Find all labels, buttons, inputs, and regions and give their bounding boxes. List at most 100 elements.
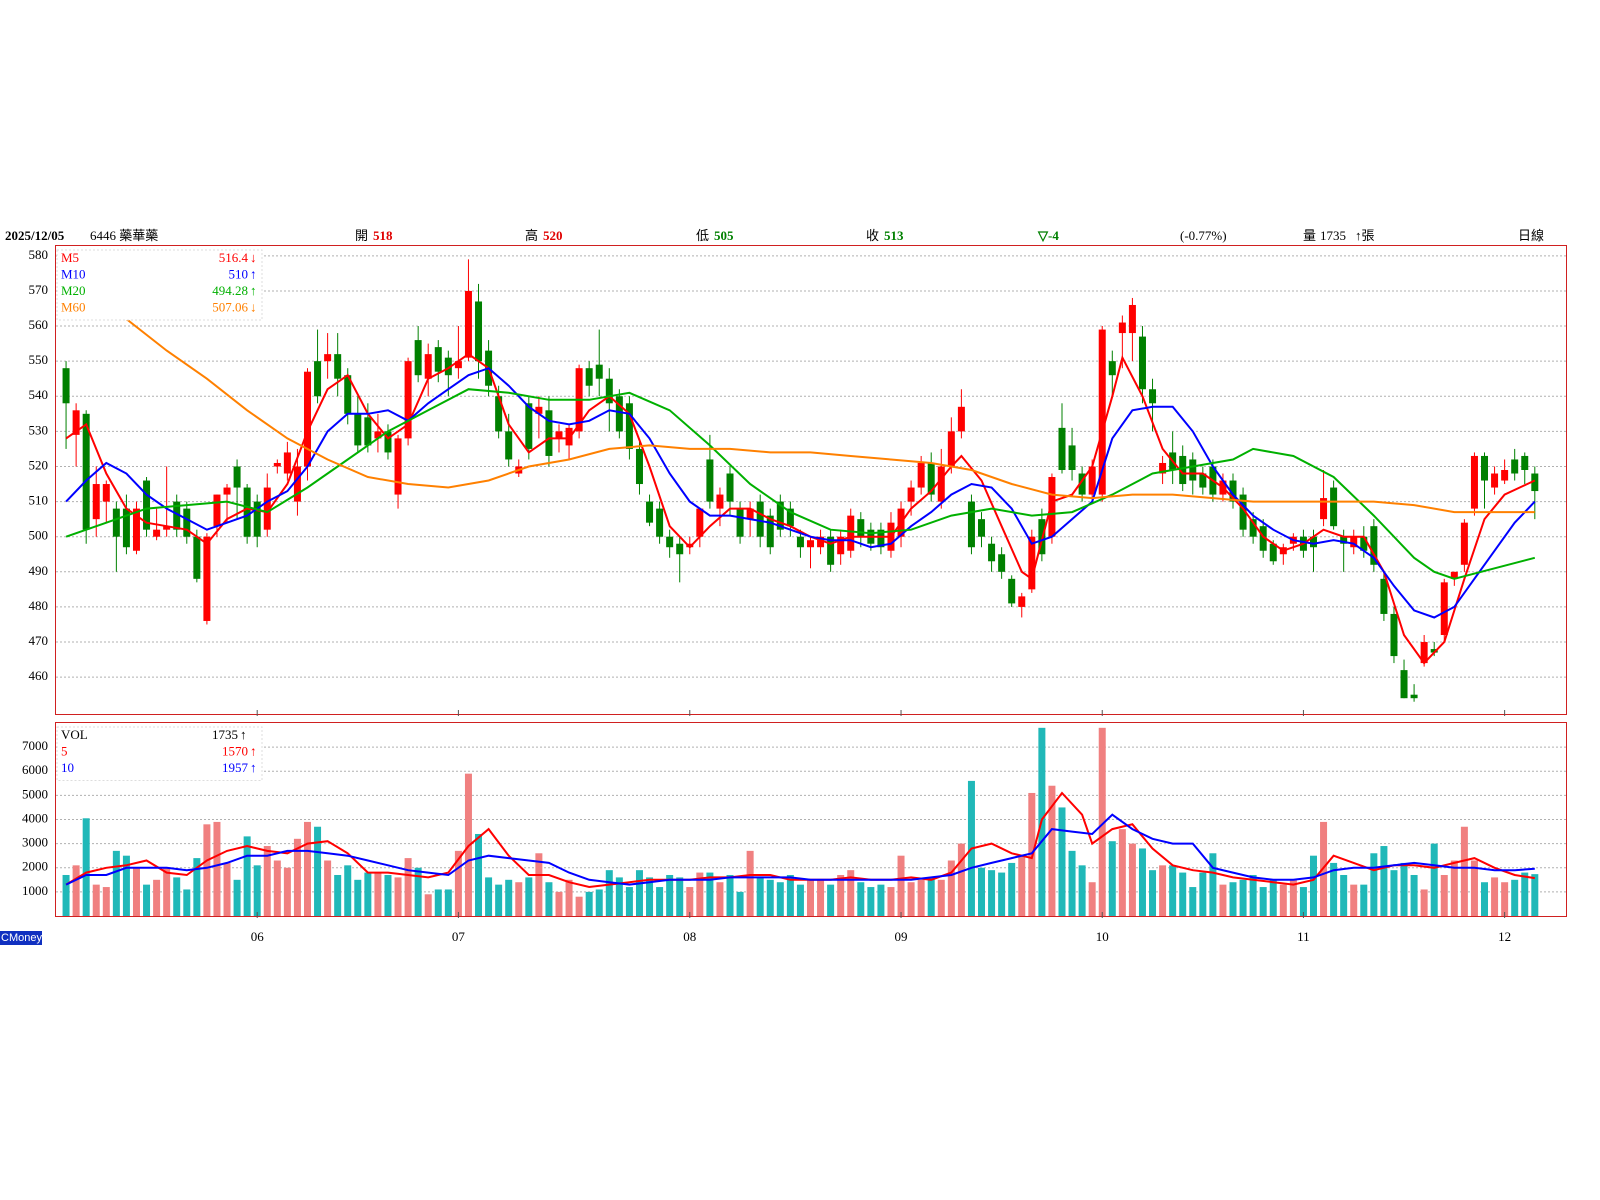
volume-bar [1440,874,1448,916]
legend-value: 1957 [222,760,249,775]
y-tick-label: 3000 [22,835,48,850]
candle-body [646,501,654,523]
legend-trend: ↓ [250,299,257,314]
candle-body [173,501,181,530]
candle-body [947,431,955,467]
volume-bar [786,874,794,916]
candle-body [132,508,140,551]
price-panel [55,245,1567,715]
volume-bar [293,838,301,916]
change-pct: (-0.77%) [1180,228,1227,243]
volume-bar [515,882,523,916]
candle-body [444,357,452,376]
volume-bar [434,889,442,916]
legend-value: 1570 [222,743,248,758]
candle-body [625,403,633,449]
candle-body [635,448,643,485]
candle-body [404,361,412,439]
y-tick-label: 7000 [22,738,48,753]
candle-body [827,536,835,565]
volume-bar [394,877,402,916]
volume-bar [736,891,744,916]
volume-bar [1048,785,1056,916]
volume-unit: ↑張 [1355,228,1375,243]
x-tick-label: 08 [683,929,696,944]
volume-bar [1390,870,1398,916]
candle-body [676,543,684,555]
volume-bar [263,846,271,916]
candle-body [1460,522,1468,565]
volume-bar [72,865,80,916]
candle-body [394,438,402,495]
candle-body [1098,329,1106,495]
candle-body [806,540,814,548]
candle-body [62,368,70,404]
candle-body [92,484,100,520]
candle-body [1008,578,1016,604]
volume-bar [585,891,593,916]
volume-bar [605,870,613,916]
candle-body [454,361,462,369]
y-tick-label: 510 [29,493,49,508]
candle-body [283,452,291,474]
y-tick-label: 460 [29,668,49,683]
volume-bar [1219,884,1227,916]
volume-bar [1309,855,1317,916]
y-tick-label: 480 [29,598,49,613]
volume-bar [1521,872,1529,916]
volume-bar [666,874,674,916]
volume-panel [55,722,1567,917]
volume-bar [595,889,603,916]
y-tick-label: 6000 [22,762,48,777]
candle-body [384,431,392,453]
candle-body [1420,642,1428,664]
candle-body [303,371,311,467]
stock-name: 6446 藥華藥 [90,228,158,243]
volume-bar [203,824,211,916]
volume-bar [877,884,885,916]
volume-bar [887,887,895,916]
volume-bar [1078,865,1086,916]
volume-bar [635,870,643,916]
candle-body [927,462,935,495]
legend-box [56,249,263,321]
legend-name: VOL [61,727,88,742]
volume-bar [1430,843,1438,916]
candle-body [1118,322,1126,334]
candle-body [1239,494,1247,530]
candle-body [1189,459,1197,481]
candle-body [1068,445,1076,470]
volume-bar [796,884,804,916]
candle-body [877,529,885,548]
quote-value: 513 [884,228,904,243]
candle-body [243,487,251,537]
quote-label: 高 [525,228,538,243]
volume-bar [1450,860,1458,916]
volume-bar [505,879,513,916]
volume-bar [1299,887,1307,916]
legend-trend: ↓ [250,250,257,265]
volume-bar [1531,874,1539,916]
candle-body [837,536,845,555]
candle-body [726,473,734,502]
volume-bar [1138,848,1146,916]
candle-body [1370,526,1378,565]
volume-value: 1735 [1320,228,1346,243]
volume-bar [273,860,281,916]
candle-body [1501,469,1509,481]
volume-bar [756,877,764,916]
y-tick-label: 530 [29,422,49,437]
volume-bar [1400,862,1408,916]
candle-body [1320,498,1328,520]
candle-body [464,290,472,358]
candle-body [1521,455,1529,470]
volume-label: 量 [1303,228,1316,243]
volume-bar [676,877,684,916]
candle-body [1108,361,1116,376]
volume-bar [1481,882,1489,916]
candle-body [1330,487,1338,527]
volume-bar [414,867,422,916]
candle-body [907,487,915,502]
